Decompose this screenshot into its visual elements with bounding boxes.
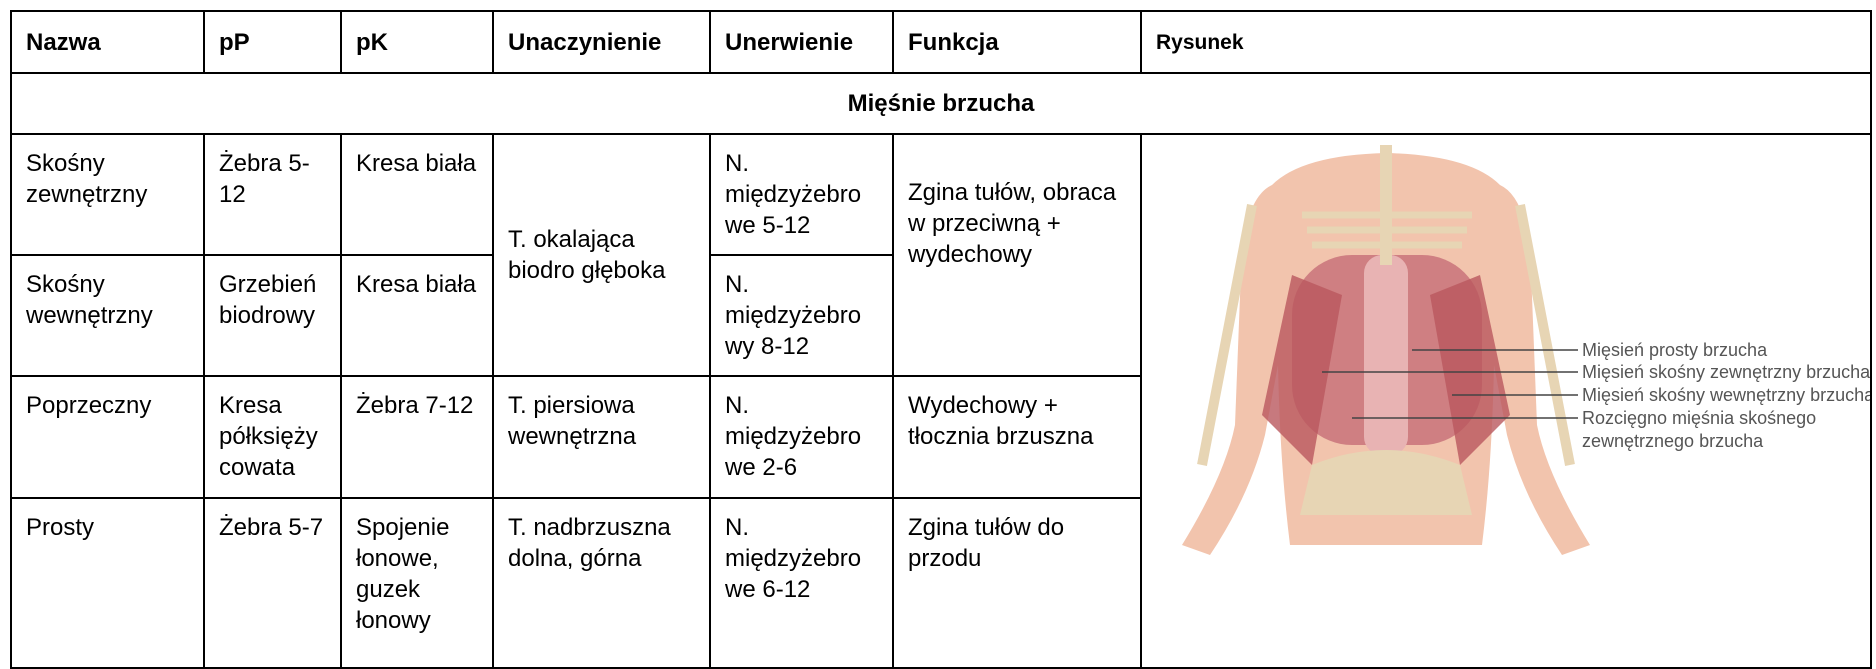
page: html,body{margin:0;padding:0;width:1876p…: [10, 10, 1872, 669]
header-cell: Rysunek: [1140, 10, 1872, 74]
cell: Kresa biała: [340, 254, 494, 377]
cell: Skośny wewnętrzny: [10, 254, 205, 377]
illustration: [1182, 145, 1590, 555]
header-cell: Unaczynienie: [492, 10, 711, 74]
row: Skośny zewnętrzny Żebra 5-12 Kresa biała…: [10, 133, 1872, 669]
header-cell: pK: [340, 10, 494, 74]
figure-label: zewnętrznego brzucha: [1582, 431, 1764, 451]
figure-label: Mięsień skośny wewnętrzny brzucha: [1582, 385, 1871, 405]
cell: Kresa biała: [340, 133, 494, 256]
header-cell: Funkcja: [892, 10, 1142, 74]
cell: T. piersiowa wewnętrzna: [492, 375, 711, 499]
muscle-table: Nazwa pP pK Unaczynienie Unerwienie Funk…: [10, 10, 1872, 669]
header-cell: pP: [203, 10, 342, 74]
cell: Skośny zewnętrzny: [10, 133, 205, 256]
cell: N. międzyżebrowe 6-12: [709, 497, 894, 669]
cell: Żebra 5-12: [203, 133, 342, 256]
figure-label: Mięsień skośny zewnętrzny brzucha: [1582, 362, 1871, 382]
cell: Żebra 7-12: [340, 375, 494, 499]
section-title: Mięśnie brzucha: [10, 72, 1872, 135]
header-cell: Unerwienie: [709, 10, 894, 74]
cell: T. nadbrzuszna dolna, górna: [492, 497, 711, 669]
header-row: Nazwa pP pK Unaczynienie Unerwienie Funk…: [10, 10, 1872, 74]
figure-label: Mięsień prosty brzucha: [1582, 340, 1768, 360]
cell: Zgina tułów do przodu: [892, 497, 1142, 669]
cell: Spojenie łonowe, guzek łonowy: [340, 497, 494, 669]
cell: N. międzyżebrowe 2-6: [709, 375, 894, 499]
cell: Kresa półksiężycowata: [203, 375, 342, 499]
cell: N. międzyżebrowe 5-12: [709, 133, 894, 256]
cell: Żebra 5-7: [203, 497, 342, 669]
body: {"table":{"header":["Nazwa","pP","pK","U…: [10, 10, 1872, 669]
row: Skośny wewnętrzny Grzebień biodrowy Kres…: [10, 254, 1871, 377]
section-row: Mięśnie brzucha: [10, 72, 1872, 135]
figure-label: Rozcięgno mięśnia skośnego: [1582, 408, 1816, 428]
cell: N. międzyżebrowy 8-12: [709, 254, 894, 377]
anatomy-figure: Mięsień prosty brzucha Mięsień skośny ze…: [1182, 145, 1871, 555]
row: Poprzeczny Kresa półksiężycowata Żebra 7…: [10, 375, 1871, 499]
cell: T. okalająca biodro głęboka: [492, 133, 711, 377]
cell: Wydechowy + tłocznia brzuszna: [892, 375, 1142, 499]
cell: Zgina tułów, obraca w przeciwną + wydech…: [892, 133, 1142, 377]
cell: Grzebień biodrowy: [203, 254, 342, 377]
cell: Poprzeczny: [10, 375, 205, 499]
header-cell: Nazwa: [10, 10, 205, 74]
figure-cell: Mięsień prosty brzucha Mięsień skośny ze…: [1140, 133, 1872, 669]
cell: Prosty: [10, 497, 205, 669]
